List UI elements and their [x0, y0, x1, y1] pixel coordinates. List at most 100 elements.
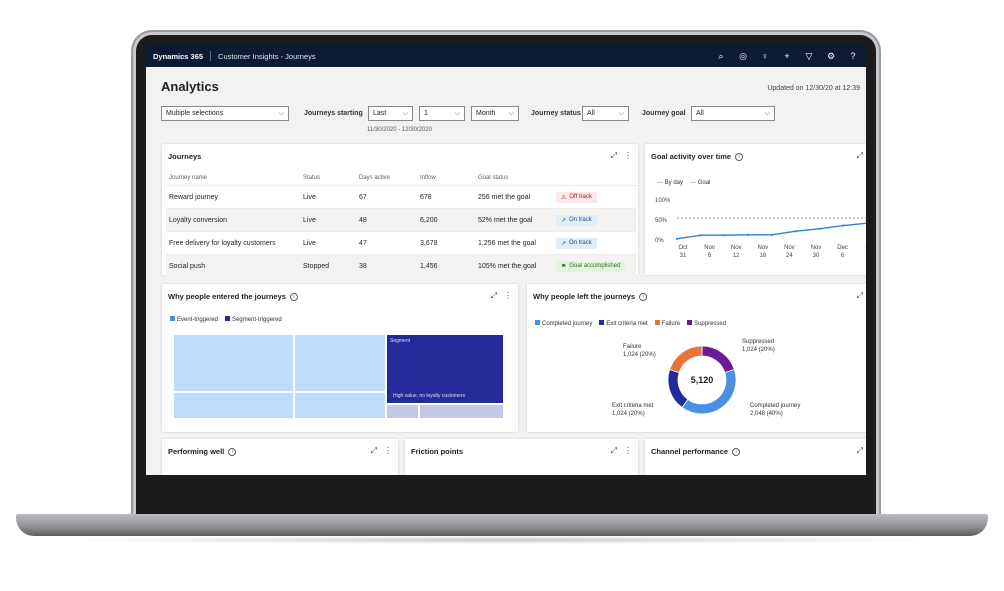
journeys-table: Journey name Status Days active Inflow G…: [166, 171, 636, 277]
more-options-icon[interactable]: ⋮: [624, 151, 632, 160]
info-icon[interactable]: i: [289, 292, 298, 301]
treemap-cell[interactable]: [419, 404, 504, 419]
legend-completed: Completed journey: [535, 320, 592, 327]
performing-title: Performing well i: [168, 447, 237, 456]
entered-title-text: Why people entered the journeys: [168, 292, 286, 301]
treemap-cell-segment[interactable]: Segment High value, no loyalty customers: [386, 334, 504, 404]
search-icon[interactable]: ⌕: [718, 50, 724, 61]
treemap-cell[interactable]: [294, 392, 386, 419]
status-cell: Live: [300, 208, 356, 232]
more-options-icon[interactable]: ⋮: [504, 291, 512, 300]
lightbulb-icon[interactable]: ♀: [761, 50, 769, 61]
period-count-value: 1: [424, 110, 428, 117]
table-row[interactable]: Free delivery for loyalty customers Live 4…: [166, 231, 636, 255]
legend-suppressed-label: Suppressed: [694, 321, 727, 327]
info-icon[interactable]: i: [735, 152, 744, 161]
slice-suppressed[interactable]: [701, 345, 735, 374]
info-icon[interactable]: i: [732, 447, 741, 456]
expand-icon[interactable]: ⤢: [856, 446, 863, 455]
treemap-cell[interactable]: [294, 334, 386, 392]
expand-icon[interactable]: ⤢: [610, 446, 617, 455]
info-icon[interactable]: i: [228, 447, 237, 456]
chevron-down-icon: ⌵: [278, 109, 284, 117]
journey-name-cell: Free delivery for loyalty customers: [166, 231, 300, 255]
x-tick-label: 30: [813, 253, 820, 259]
info-icon[interactable]: i: [639, 292, 648, 301]
more-options-icon[interactable]: ⋮: [384, 446, 392, 455]
data-point[interactable]: [842, 224, 845, 227]
gear-icon[interactable]: ⚙: [826, 50, 836, 61]
series-line-by-day[interactable]: [676, 222, 866, 240]
entered-card: Why people entered the journeys i ⤢ ⋮ Ev…: [162, 284, 518, 432]
help-icon[interactable]: ?: [850, 50, 856, 61]
chevron-down-icon: ⌵: [508, 109, 514, 117]
status-badge: ⚑ Goal accomplished: [556, 260, 626, 272]
x-tick-label: Nov: [784, 245, 795, 251]
period-type-dropdown[interactable]: Last ⌵: [368, 106, 413, 121]
page-header: Analytics: [161, 79, 219, 94]
period-type-value: Last: [373, 110, 387, 117]
status-badge: ⚠ Off track: [556, 191, 597, 203]
target-icon[interactable]: ◎: [739, 50, 747, 61]
expand-icon[interactable]: ⤢: [856, 291, 863, 300]
goal-activity-title-text: Goal activity over time: [651, 152, 732, 161]
brand-name[interactable]: Dynamics 365: [153, 51, 204, 61]
status-badge-label: Goal accomplished: [569, 263, 621, 269]
donut-label-suppressed: Suppressed: [742, 339, 774, 345]
journeys-title-text: Journeys: [168, 152, 202, 161]
journey-name-cell: Loyalty conversion: [166, 208, 300, 232]
expand-icon[interactable]: ⤢: [610, 151, 617, 160]
data-point[interactable]: [818, 227, 821, 230]
days-active-cell: 67: [356, 185, 417, 209]
slice-failure[interactable]: [669, 345, 703, 374]
journeys-card-title: Journeys: [168, 152, 201, 161]
table-row[interactable]: Loyalty conversion Live 48 6,200 52% met the…: [166, 208, 636, 232]
data-point[interactable]: [723, 234, 726, 237]
selection-dropdown[interactable]: Multiple selections ⌵: [161, 106, 289, 121]
col-days-active[interactable]: Days active: [359, 175, 391, 181]
col-status[interactable]: Status: [303, 175, 321, 181]
app-title[interactable]: Customer Insights - Journeys: [218, 51, 316, 61]
filter-icon[interactable]: ▽: [805, 50, 813, 61]
channel-title: Channel performance i: [651, 447, 741, 456]
col-inflow[interactable]: Inflow: [420, 175, 436, 181]
goal-badge-cell: ↗ On track: [553, 208, 636, 232]
goal-badge-cell: ⚠ Off track: [553, 185, 636, 209]
expand-icon[interactable]: ⤢: [490, 291, 497, 300]
status-badge-label: On track: [569, 240, 592, 246]
data-point[interactable]: [747, 233, 750, 236]
treemap-cell[interactable]: [173, 392, 294, 419]
col-goal-status[interactable]: Goal status: [478, 175, 509, 181]
treemap-segment-sublabel: High value, no loyalty customers: [393, 393, 465, 399]
friction-title: Friction points: [411, 447, 463, 456]
period-unit-dropdown[interactable]: Month ⌵: [471, 106, 519, 121]
donut-total: 5,120: [691, 375, 714, 385]
period-count-dropdown[interactable]: 1 ⌵: [419, 106, 465, 121]
card-tools: ⤢: [857, 446, 863, 456]
table-row[interactable]: Social push Stopped 38 1,456 105% met the go…: [166, 254, 636, 277]
plus-icon[interactable]: +: [784, 50, 790, 61]
data-point[interactable]: [675, 237, 679, 240]
expand-icon[interactable]: ⤢: [856, 151, 863, 160]
journey-status-dropdown[interactable]: All ⌵: [582, 106, 629, 121]
treemap-cell[interactable]: [386, 404, 419, 419]
more-options-icon[interactable]: ⋮: [624, 446, 632, 455]
card-tools: ⤢: [857, 291, 863, 301]
table-row[interactable]: Reward journey Live 67 678 256 met the goal ⚠…: [166, 185, 636, 209]
data-point[interactable]: [770, 233, 774, 236]
journey-goal-dropdown[interactable]: All ⌵: [691, 106, 775, 121]
friction-title-text: Friction points: [411, 447, 464, 456]
slice-exit-criteria[interactable]: [667, 368, 689, 409]
expand-icon[interactable]: ⤢: [370, 446, 377, 455]
col-journey-name[interactable]: Journey name: [169, 175, 208, 181]
data-point[interactable]: [794, 230, 797, 233]
donut-label-suppressed-value: 1,024 (20%): [742, 347, 775, 353]
x-tick-label: Nov: [757, 245, 768, 251]
legend-event-label: Event-triggered: [177, 317, 219, 323]
status-cell: Live: [300, 185, 356, 209]
treemap-cell[interactable]: [173, 334, 294, 392]
updated-timestamp: Updated on 12/30/20 at 12:39: [767, 85, 860, 92]
x-tick-label: 24: [786, 253, 793, 259]
data-point[interactable]: [699, 234, 702, 237]
legend-by-day: — By day: [657, 180, 684, 186]
